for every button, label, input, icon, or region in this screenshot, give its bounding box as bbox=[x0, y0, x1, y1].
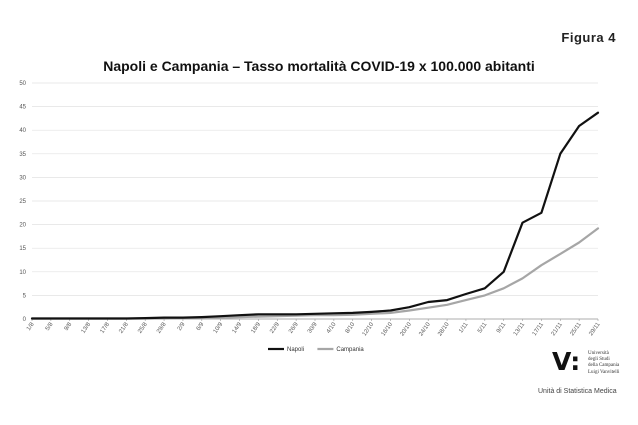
x-tick-label: 29/8 bbox=[156, 321, 168, 335]
x-tick-label: 24/10 bbox=[418, 321, 432, 337]
x-tick-label: 26/9 bbox=[288, 321, 300, 335]
y-tick-label: 25 bbox=[19, 199, 26, 205]
legend-label: Napoli bbox=[287, 347, 304, 353]
y-tick-label: 30 bbox=[19, 175, 26, 181]
x-tick-label: 2/9 bbox=[177, 321, 187, 332]
legend: Napoli Campania bbox=[268, 347, 364, 353]
x-tick-label: 21/8 bbox=[118, 321, 130, 335]
x-tick-label: 25/8 bbox=[137, 321, 149, 335]
series-line-napoli bbox=[30, 111, 600, 320]
x-tick-label: 18/9 bbox=[250, 321, 262, 335]
x-tick-label: 5/11 bbox=[477, 321, 489, 334]
logo-text-line: Luigi Vanvitelli bbox=[588, 369, 620, 375]
logo-text-line: della Campania bbox=[588, 363, 620, 369]
x-tick-label: 9/11 bbox=[496, 321, 508, 334]
series-lines bbox=[30, 111, 600, 320]
series-line-campania bbox=[30, 227, 600, 320]
logo-mark: V: bbox=[552, 347, 581, 376]
y-axis-ticks: 0 5 10 15 20 25 30 35 40 45 50 bbox=[19, 81, 26, 323]
y-tick-label: 40 bbox=[19, 128, 26, 134]
x-tick-label: 25/11 bbox=[569, 321, 583, 337]
y-tick-label: 10 bbox=[19, 270, 26, 276]
logo-text: Università degli Studi della Campania Lu… bbox=[588, 351, 636, 376]
logo-text-line: degli Studi bbox=[588, 357, 610, 363]
x-tick-label: 10/9 bbox=[213, 321, 225, 335]
x-tick-label: 30/9 bbox=[307, 321, 319, 335]
x-tick-label: 14/9 bbox=[232, 321, 244, 335]
x-tick-label: 1/11 bbox=[458, 321, 470, 334]
x-tick-label: 5/8 bbox=[45, 321, 55, 332]
x-tick-label: 20/10 bbox=[399, 321, 413, 337]
x-tick-label: 17/11 bbox=[532, 321, 546, 337]
x-axis-ticks: 1/8 5/8 9/8 13/8 17/8 21/8 25/8 29/8 2/9 6/9 10/9 1… bbox=[26, 319, 602, 337]
y-tick-label: 50 bbox=[19, 81, 26, 87]
x-tick-label: 17/8 bbox=[99, 321, 111, 335]
university-logo: V: Università degli Studi della Campania… bbox=[546, 347, 636, 407]
x-tick-label: 6/9 bbox=[196, 321, 206, 332]
x-tick-label: 21/11 bbox=[551, 321, 565, 337]
x-tick-label: 29/11 bbox=[588, 321, 602, 337]
figure-label: Figura 4 bbox=[561, 30, 616, 45]
unit-label: Unità di Statistica Medica bbox=[538, 388, 617, 395]
x-tick-label: 13/8 bbox=[81, 321, 93, 335]
logo-text-line: Università bbox=[588, 351, 609, 356]
x-tick-label: 8/10 bbox=[345, 321, 357, 335]
gridlines bbox=[32, 82, 598, 320]
y-tick-label: 20 bbox=[19, 223, 26, 229]
y-tick-label: 45 bbox=[19, 105, 26, 111]
x-tick-label: 28/10 bbox=[437, 321, 451, 337]
y-tick-label: 5 bbox=[23, 293, 27, 299]
x-tick-label: 4/10 bbox=[326, 321, 338, 335]
x-tick-label: 12/10 bbox=[362, 321, 376, 337]
y-tick-label: 15 bbox=[19, 246, 26, 252]
chart-title: Napoli e Campania – Tasso mortalità COVI… bbox=[103, 58, 535, 74]
x-tick-label: 22/9 bbox=[269, 321, 281, 335]
x-tick-label: 9/8 bbox=[64, 321, 74, 332]
legend-label: Campania bbox=[336, 347, 364, 353]
x-tick-label: 1/8 bbox=[26, 321, 36, 332]
x-tick-label: 16/10 bbox=[381, 321, 395, 337]
y-tick-label: 35 bbox=[19, 152, 26, 158]
y-tick-label: 0 bbox=[23, 317, 27, 323]
x-tick-label: 13/11 bbox=[513, 321, 527, 337]
